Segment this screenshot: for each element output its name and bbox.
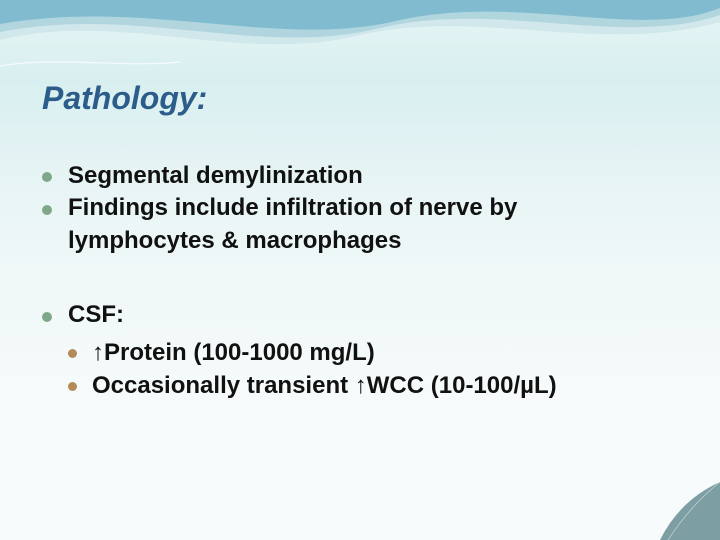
page-curl-icon	[660, 482, 720, 540]
bullet-item: CSF: ↑Protein (100-1000 mg/L) Occasional…	[42, 299, 690, 403]
bullet-item-continuation: lymphocytes & macrophages	[42, 225, 690, 257]
bullet-item: Segmental demylinization	[42, 160, 690, 192]
sub-bullet-item: ↑Protein (100-1000 mg/L)	[68, 336, 690, 370]
bullet-item: Findings include infiltration of nerve b…	[42, 192, 690, 224]
bullet-label: CSF:	[68, 301, 124, 328]
bullet-list-level1: CSF: ↑Protein (100-1000 mg/L) Occasional…	[42, 299, 690, 403]
bullet-list-level2: ↑Protein (100-1000 mg/L) Occasionally tr…	[68, 336, 690, 403]
bullet-list-level1: Segmental demylinization Findings includ…	[42, 160, 690, 225]
slide-title: Pathology:	[42, 80, 207, 117]
sub-bullet-item: Occasionally transient ↑WCC (10-100/µL)	[68, 369, 690, 403]
slide-body: Segmental demylinization Findings includ…	[42, 160, 690, 403]
